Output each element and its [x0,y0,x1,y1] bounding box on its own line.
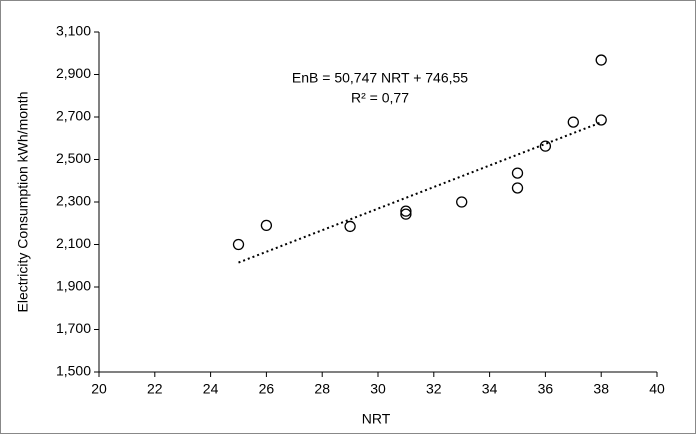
y-tick-label: 1,500 [56,363,91,379]
x-tick-label: 34 [482,381,498,397]
y-tick-label: 2,900 [56,65,91,81]
y-tick-label: 2,500 [56,150,91,166]
y-tick-label: 2,100 [56,235,91,251]
point [232,238,245,251]
x-tick-label: 30 [370,381,386,397]
x-tick-label: 22 [147,381,163,397]
point [400,205,412,217]
y-tick-label: 2,300 [56,193,91,209]
x-tick-label: 40 [649,381,665,397]
x-tick-label: 28 [314,381,330,397]
point [567,116,579,128]
r-squared: R² = 0,77 [351,90,409,106]
point [344,220,356,233]
point [400,208,412,220]
x-axis-label: NRT [362,411,391,427]
x-tick-label: 32 [426,381,442,397]
x-tick-label: 38 [593,381,609,397]
point [511,182,524,194]
y-tick-label: 2,700 [56,108,91,124]
x-tick-label: 36 [538,381,554,397]
point [260,219,273,232]
x-tick-label: 20 [91,381,107,397]
point [539,140,552,152]
point [595,54,607,66]
y-tick-label: 3,100 [56,23,91,39]
y-tick-label: 1,700 [56,320,91,336]
point [595,114,607,126]
y-axis-label: Electricity Consumption kWh/month [15,92,31,313]
x-tick-label: 26 [259,381,275,397]
y-tick-label: 1,900 [56,278,91,294]
x-tick-label: 24 [203,381,219,397]
point [511,167,524,179]
equation: EnB = 50,747 NRT + 746,55 [292,70,468,86]
point [456,196,468,208]
